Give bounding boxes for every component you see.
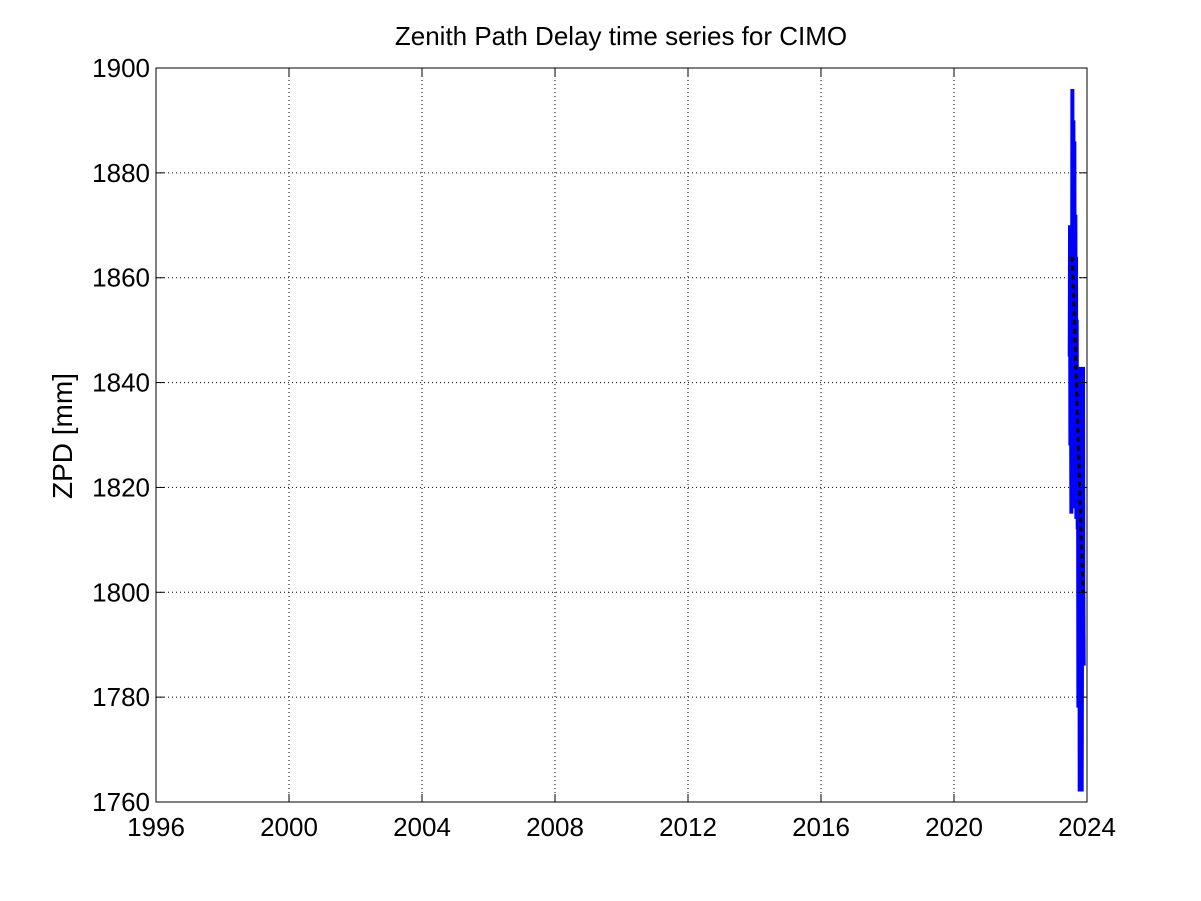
y-tick-label: 1900 [92, 53, 150, 83]
y-tick-label: 1780 [92, 682, 150, 712]
x-tick-label: 2000 [260, 812, 318, 842]
y-tick-label: 1840 [92, 368, 150, 398]
x-tick-label: 2020 [925, 812, 983, 842]
data-series [1067, 88, 1086, 792]
x-tick-label: 2016 [792, 812, 850, 842]
x-tick-label: 2008 [526, 812, 584, 842]
x-tick-label: 2012 [659, 812, 717, 842]
x-tick-label: 2004 [393, 812, 451, 842]
chart-title: Zenith Path Delay time series for CIMO [395, 21, 847, 51]
y-tick-label: 1800 [92, 577, 150, 607]
y-tick-label: 1820 [92, 472, 150, 502]
axis-ticks: 1996 2000 2004 2008 2012 2016 2020 2024 1760 1780… [92, 53, 1116, 842]
y-axis-label: ZPD [mm] [47, 373, 78, 499]
grid-lines [156, 68, 1087, 802]
y-tick-label: 1760 [92, 787, 150, 817]
plot-frame [155, 67, 1088, 803]
x-tick-label: 2024 [1058, 812, 1116, 842]
x-tick-label: 1996 [127, 812, 185, 842]
y-tick-label: 1860 [92, 263, 150, 293]
mean-trend-line [1070, 256, 1085, 593]
y-tick-label: 1880 [92, 158, 150, 188]
